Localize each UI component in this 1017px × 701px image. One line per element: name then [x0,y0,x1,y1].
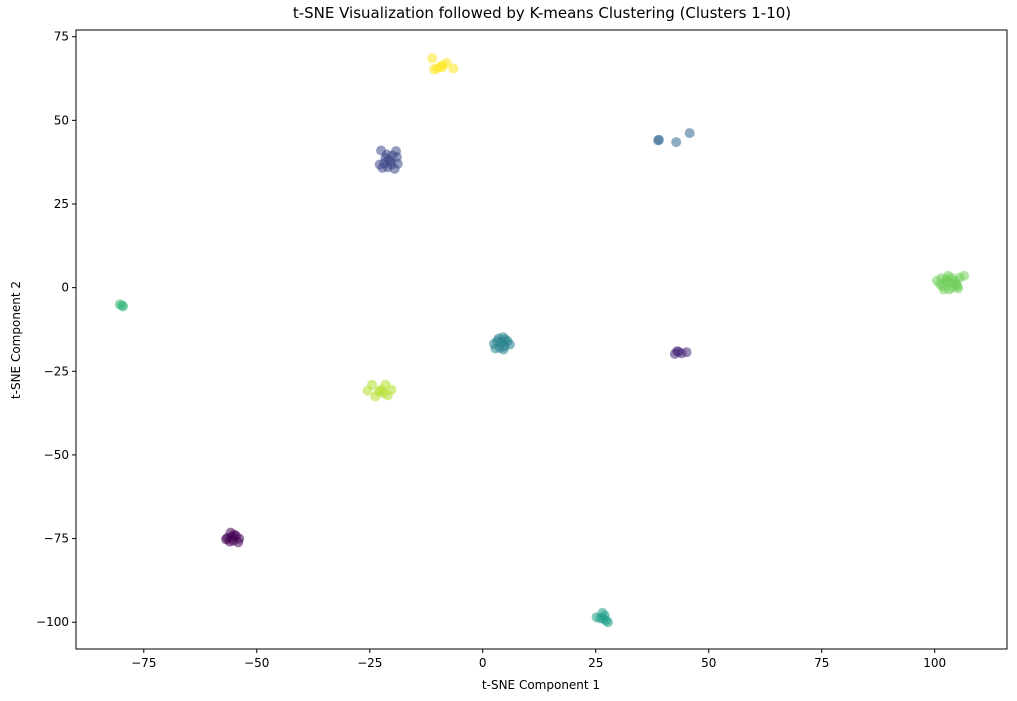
scatter-point-cluster-4-3 [671,137,681,147]
x-tick-label: 50 [701,656,716,670]
points-layer [115,53,969,627]
y-tick-label: −25 [44,364,69,378]
x-tick-label: −50 [244,656,269,670]
scatter-point-cluster-4-2 [654,135,664,145]
scatter-point-cluster-4-4 [685,128,695,138]
y-tick-label: −50 [44,448,69,462]
scatter-point-cluster-10-8 [437,63,447,73]
scatter-point-cluster-9-9 [378,388,388,398]
scatter-point-cluster-3-14 [387,160,397,170]
scatter-point-cluster-2-5 [672,346,682,356]
y-tick-label: −75 [44,532,69,546]
y-axis-label: t-SNE Component 2 [9,281,23,399]
x-tick-label: 25 [588,656,603,670]
scatter-point-cluster-5-11 [492,336,502,346]
y-tick-label: −100 [36,615,69,629]
plot-frame [76,30,1007,649]
x-axis: −75 −50 −25 0 25 50 75 100 [131,649,946,670]
y-axis: −100 −75 −50 −25 0 25 50 75 [36,30,76,630]
scatter-point-cluster-7-3 [118,301,128,311]
y-tick-label: 50 [54,113,69,127]
x-tick-label: −25 [357,656,382,670]
y-tick-label: 75 [54,30,69,44]
scatter-point-cluster-8-13 [959,271,969,281]
y-tick-label: 0 [61,281,69,295]
scatter-point-cluster-3-12 [375,160,385,170]
x-tick-label: 75 [814,656,829,670]
scatter-point-cluster-1-10 [229,530,239,540]
x-tick-label: 100 [923,656,946,670]
chart-title: t-SNE Visualization followed by K-means … [293,4,791,22]
scatter-point-cluster-10-7 [448,64,458,74]
scatter-point-cluster-8-18 [953,283,963,293]
scatter-point-cluster-2-4 [682,347,692,357]
x-tick-label: −75 [131,656,156,670]
y-tick-label: 25 [54,197,69,211]
x-axis-label: t-SNE Component 1 [482,678,600,692]
scatter-point-cluster-8-17 [942,277,952,287]
scatter-point-cluster-3-15 [382,150,392,160]
scatter-point-cluster-10-1 [427,53,437,63]
scatter-point-cluster-6-7 [598,614,608,624]
x-tick-label: 0 [479,656,487,670]
scatter-point-cluster-5-12 [499,345,509,355]
